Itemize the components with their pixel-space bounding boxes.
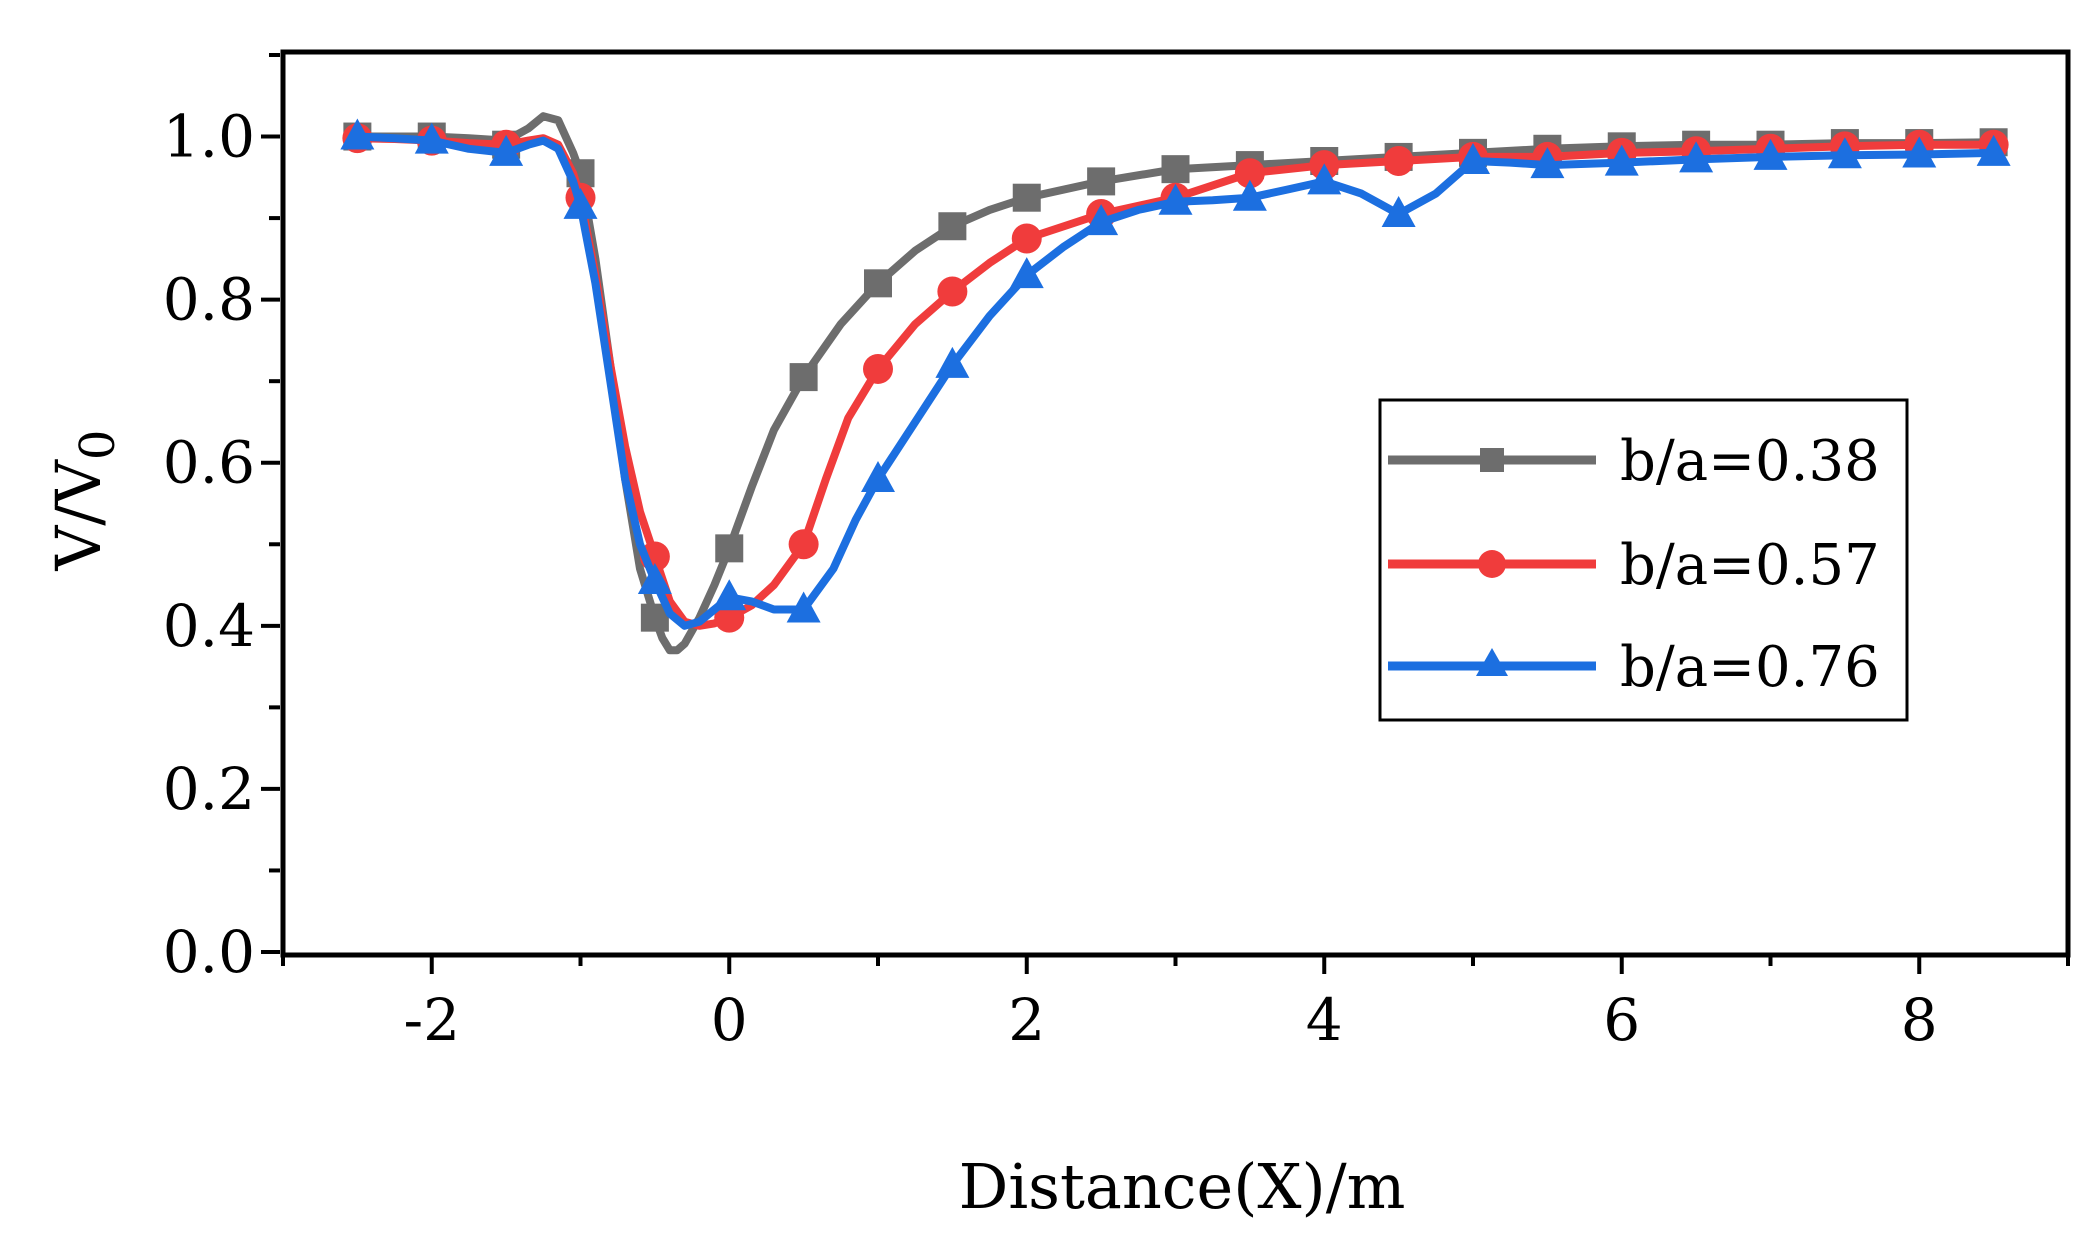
data-point-circle [937, 276, 968, 307]
legend: b/a=0.38 b/a=0.57 b/a=0.76 [1378, 398, 1909, 722]
data-point-triangle [1679, 141, 1714, 173]
data-point-square [1012, 183, 1041, 212]
data-point-square [1161, 155, 1190, 184]
data-point-triangle [1976, 134, 2011, 166]
data-point-square [1087, 167, 1116, 196]
data-point-triangle [637, 562, 672, 594]
data-point-triangle [1753, 138, 1788, 170]
x-tick-label: 0 [711, 986, 748, 1054]
x-tick-label: 8 [1901, 986, 1938, 1054]
data-point-triangle [1827, 137, 1862, 169]
data-point-triangle [1307, 163, 1342, 195]
y-tick-label: 0.0 [163, 918, 255, 986]
data-point-circle [1011, 223, 1042, 254]
data-point-triangle [1158, 183, 1193, 215]
y-tick-label: 0.4 [163, 592, 255, 660]
x-axis-title: Distance(X)/m [959, 1150, 1406, 1223]
data-point-triangle [712, 579, 747, 611]
data-point-square [938, 212, 967, 241]
data-point-square [715, 534, 744, 563]
x-tick-label: 2 [1008, 986, 1045, 1054]
data-point-triangle [1604, 144, 1639, 176]
data-point-triangle [861, 461, 895, 493]
y-tick-label: 0.2 [163, 755, 255, 823]
data-point-triangle [786, 591, 821, 623]
legend-marker-circle [1478, 550, 1506, 578]
data-point-square [789, 363, 818, 392]
legend-item-1: b/a=0.57 [1388, 533, 1880, 598]
data-point-triangle [1456, 143, 1490, 175]
data-point-triangle [489, 134, 524, 166]
x-tick-label: 4 [1306, 986, 1343, 1054]
data-point-square [864, 269, 892, 298]
legend-item-2: b/a=0.76 [1388, 635, 1880, 700]
data-point-triangle [1232, 179, 1267, 211]
data-point-triangle [1009, 257, 1044, 289]
data-point-triangle [935, 346, 970, 378]
data-point-triangle [1084, 204, 1119, 236]
y-axis-title-subscript: 0 [70, 430, 126, 461]
legend-item-0: b/a=0.38 [1388, 429, 1880, 494]
data-point-triangle [1902, 136, 1937, 168]
y-tick-label: 0.6 [163, 429, 255, 497]
y-axis-title-main: V/V [42, 459, 115, 572]
y-tick-label: 0.8 [163, 266, 255, 334]
data-point-circle [863, 353, 893, 384]
legend-marker-square [1480, 448, 1504, 472]
data-point-circle [1234, 158, 1265, 189]
tick-labels: -2 0 2 4 6 8 0.0 0.2 0.4 0.6 0.8 1.0 [163, 103, 1938, 1054]
data-point-triangle [1381, 196, 1416, 228]
data-point-triangle [563, 187, 598, 219]
x-tick-label: -2 [404, 986, 461, 1054]
data-point-triangle [340, 118, 375, 150]
x-tick-label: 6 [1603, 986, 1640, 1054]
data-point-circle [788, 529, 819, 560]
series-2 [340, 118, 2011, 630]
legend-label-1: b/a=0.57 [1620, 533, 1880, 598]
data-point-triangle [1530, 147, 1565, 179]
data-point-circle [1383, 146, 1414, 177]
y-tick-label: 1.0 [163, 103, 255, 171]
y-axis-title: V/V0 [42, 430, 126, 572]
data-point-triangle [414, 122, 449, 154]
legend-marker-triangle [1476, 648, 1508, 676]
series-layer [340, 112, 2011, 655]
axis-ticks [261, 53, 2070, 974]
legend-label-0: b/a=0.38 [1620, 429, 1880, 494]
legend-label-2: b/a=0.76 [1620, 635, 1880, 700]
